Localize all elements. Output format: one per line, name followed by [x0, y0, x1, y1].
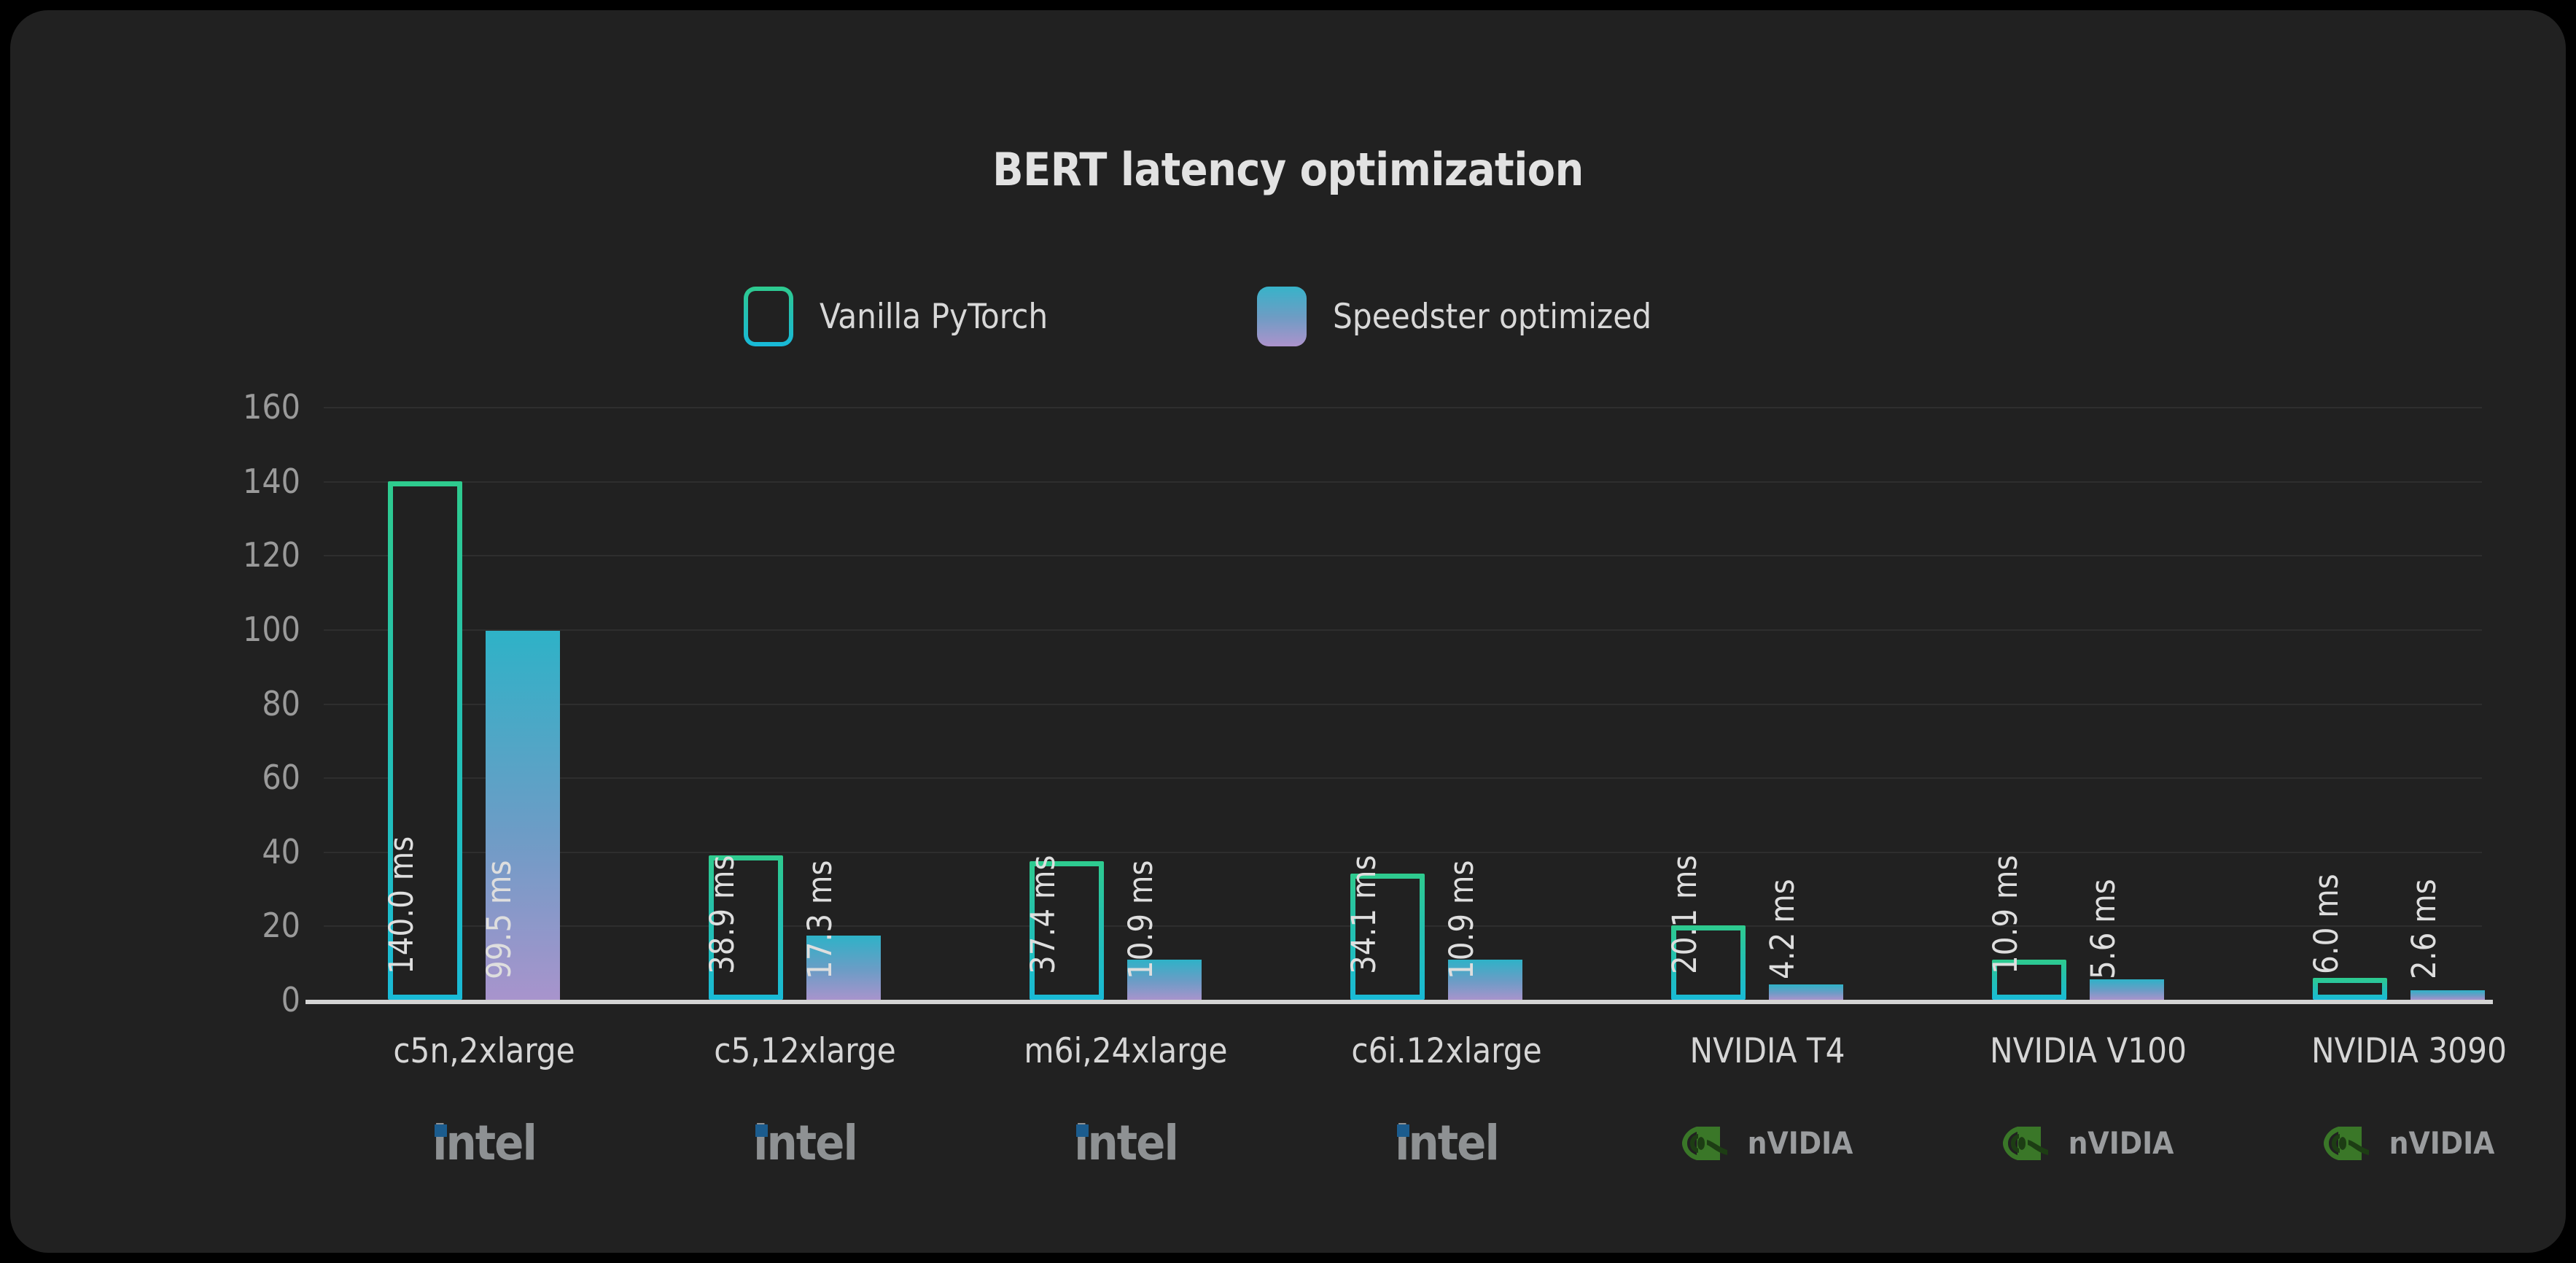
gridline — [324, 777, 2482, 780]
gridline — [324, 555, 2482, 557]
bar-value-label: 37.4 ms — [1024, 855, 1062, 975]
x-axis-category-label: NVIDIA V100 — [1990, 1031, 2187, 1071]
x-axis-category-label: NVIDIA T4 — [1689, 1031, 1845, 1071]
intel-wordmark: intel — [432, 1115, 537, 1171]
intel-dot-icon — [1397, 1124, 1410, 1137]
bar-value-label: 38.9 ms — [703, 855, 742, 975]
intel-dot-icon — [1076, 1124, 1089, 1137]
legend-label-speedster: Speedster optimized — [1333, 296, 1652, 337]
intel-logo-icon: intel — [1286, 1110, 1607, 1177]
bar-value-label: 20.1 ms — [1665, 855, 1704, 975]
bar-vanilla-pytorch[interactable]: 10.9 ms — [1986, 855, 2066, 1000]
nvidia-logo-icon: nVIDIA — [1607, 1110, 1928, 1177]
bar-speedster-optimized[interactable]: 10.9 ms — [1442, 860, 1522, 1000]
nvidia-eye-icon — [2002, 1127, 2048, 1160]
nvidia-wordmark: nVIDIA — [2068, 1125, 2174, 1161]
bar-vanilla-pytorch[interactable]: 37.4 ms — [1024, 855, 1104, 1000]
bar-speedster-optimized[interactable]: 2.6 ms — [2405, 879, 2485, 1000]
bar-value-label: 5.6 ms — [2084, 879, 2122, 979]
chart-card: BERT latency optimization Vanilla PyTorc… — [10, 10, 2566, 1253]
x-axis-category-label: NVIDIA 3090 — [2311, 1031, 2507, 1071]
nvidia-eye-icon — [1681, 1127, 1727, 1160]
nvidia-logo-icon: nVIDIA — [1928, 1110, 2249, 1177]
intel-logo-icon: intel — [965, 1110, 1286, 1177]
bar-value-label: 2.6 ms — [2405, 879, 2443, 979]
bar-speedster-optimized[interactable]: 99.5 ms — [480, 631, 560, 1000]
bar-speedster-optimized[interactable]: 17.3 ms — [801, 860, 881, 1000]
y-axis-tick-label: 80 — [262, 683, 300, 723]
nvidia-logo-icon: nVIDIA — [2002, 1124, 2174, 1163]
intel-logo-icon: intel — [753, 1119, 858, 1167]
bar-vanilla-pytorch[interactable]: 140.0 ms — [382, 481, 462, 1000]
bar-value-label: 17.3 ms — [801, 860, 839, 980]
bar-value-label: 10.9 ms — [1442, 860, 1481, 980]
x-axis-category-label: c6i.12xlarge — [1351, 1031, 1542, 1071]
intel-wordmark: intel — [753, 1115, 858, 1171]
gridline — [324, 407, 2482, 408]
intel-logo-icon: intel — [1395, 1119, 1500, 1167]
bar-vanilla-pytorch[interactable]: 38.9 ms — [703, 855, 783, 1000]
x-axis-category-label: c5n,2xlarge — [393, 1031, 575, 1071]
bar-vanilla-pytorch[interactable]: 34.1 ms — [1345, 855, 1425, 1000]
legend-item-speedster-optimized[interactable]: Speedster optimized — [1257, 273, 1651, 360]
legend-label-vanilla: Vanilla PyTorch — [820, 296, 1048, 337]
bar-group: 37.4 ms 10.9 ms m6i,24xlarge intel — [965, 10, 1286, 1253]
plot-area: 160 140 120 100 80 60 40 20 0 140.0 ms 99.5 ms c5n… — [10, 10, 2566, 1253]
y-axis-tick-label: 60 — [262, 758, 300, 798]
y-axis-tick-label: 40 — [262, 831, 300, 871]
nvidia-wordmark: nVIDIA — [2389, 1125, 2495, 1161]
bar-group: 34.1 ms 10.9 ms c6i.12xlarge intel — [1286, 10, 1607, 1253]
y-axis-tick-label: 100 — [243, 609, 300, 649]
gridline — [324, 703, 2482, 705]
intel-logo-icon: intel — [432, 1119, 537, 1167]
bar-group: 38.9 ms 17.3 ms c5,12xlarge intel — [645, 10, 965, 1253]
x-axis-category-label: m6i,24xlarge — [1024, 1031, 1228, 1071]
intel-dot-icon — [755, 1124, 768, 1137]
nvidia-logo-icon: nVIDIA — [2323, 1124, 2495, 1163]
gridline — [324, 629, 2482, 631]
bar-group: 6.0 ms 2.6 ms NVIDIA 3090 nVIDIA — [2249, 10, 2569, 1253]
gridline — [324, 481, 2482, 483]
y-axis-tick-label: 20 — [262, 906, 300, 946]
bar-vanilla-pytorch[interactable]: 6.0 ms — [2307, 874, 2387, 1000]
bar-value-label: 6.0 ms — [2307, 874, 2346, 974]
bar-value-label: 10.9 ms — [1986, 855, 2025, 975]
intel-wordmark: intel — [1395, 1115, 1500, 1171]
legend-item-vanilla-pytorch[interactable]: Vanilla PyTorch — [744, 273, 1048, 360]
nvidia-wordmark: nVIDIA — [1747, 1125, 1853, 1161]
bar-group: 10.9 ms 5.6 ms NVIDIA V100 nVIDIA — [1928, 10, 2249, 1253]
bar-group: 20.1 ms 4.2 ms NVIDIA T4 nVIDIA — [1607, 10, 1928, 1253]
y-axis-tick-label: 160 — [243, 387, 300, 427]
bar-value-label: 4.2 ms — [1763, 879, 1802, 979]
intel-wordmark: intel — [1074, 1115, 1179, 1171]
bar-value-label: 34.1 ms — [1345, 855, 1383, 975]
bar-vanilla-pytorch[interactable]: 20.1 ms — [1665, 855, 1746, 1000]
intel-logo-icon: intel — [1074, 1119, 1179, 1167]
legend-swatch-gradient-icon — [1257, 287, 1307, 346]
y-axis-tick-label: 120 — [243, 535, 300, 575]
intel-logo-icon: intel — [324, 1110, 645, 1177]
x-axis-line — [306, 1000, 2493, 1004]
bar-value-label: 140.0 ms — [382, 836, 421, 974]
y-axis-tick-label: 140 — [243, 461, 300, 501]
x-axis-category-label: c5,12xlarge — [714, 1031, 896, 1071]
legend-swatch-outline-icon — [744, 287, 793, 346]
intel-dot-icon — [435, 1124, 448, 1137]
y-axis-tick-label: 0 — [281, 980, 300, 1019]
chart-legend: Vanilla PyTorch Speedster optimized — [710, 273, 1848, 360]
nvidia-logo-icon: nVIDIA — [1681, 1124, 1853, 1163]
nvidia-eye-icon — [2323, 1127, 2369, 1160]
page-title: BERT latency optimization — [992, 143, 1584, 196]
intel-logo-icon: intel — [645, 1110, 965, 1177]
bar-value-label: 10.9 ms — [1121, 860, 1160, 980]
gridline — [324, 851, 2482, 853]
bar-value-label: 99.5 ms — [480, 860, 518, 980]
bar-speedster-optimized[interactable]: 10.9 ms — [1121, 860, 1202, 1000]
bar-speedster-optimized[interactable]: 4.2 ms — [1763, 879, 1843, 1000]
nvidia-logo-icon: nVIDIA — [2249, 1110, 2569, 1177]
bar-speedster-optimized[interactable]: 5.6 ms — [2084, 879, 2164, 1000]
bar-group: 140.0 ms 99.5 ms c5n,2xlarge intel — [324, 10, 645, 1253]
